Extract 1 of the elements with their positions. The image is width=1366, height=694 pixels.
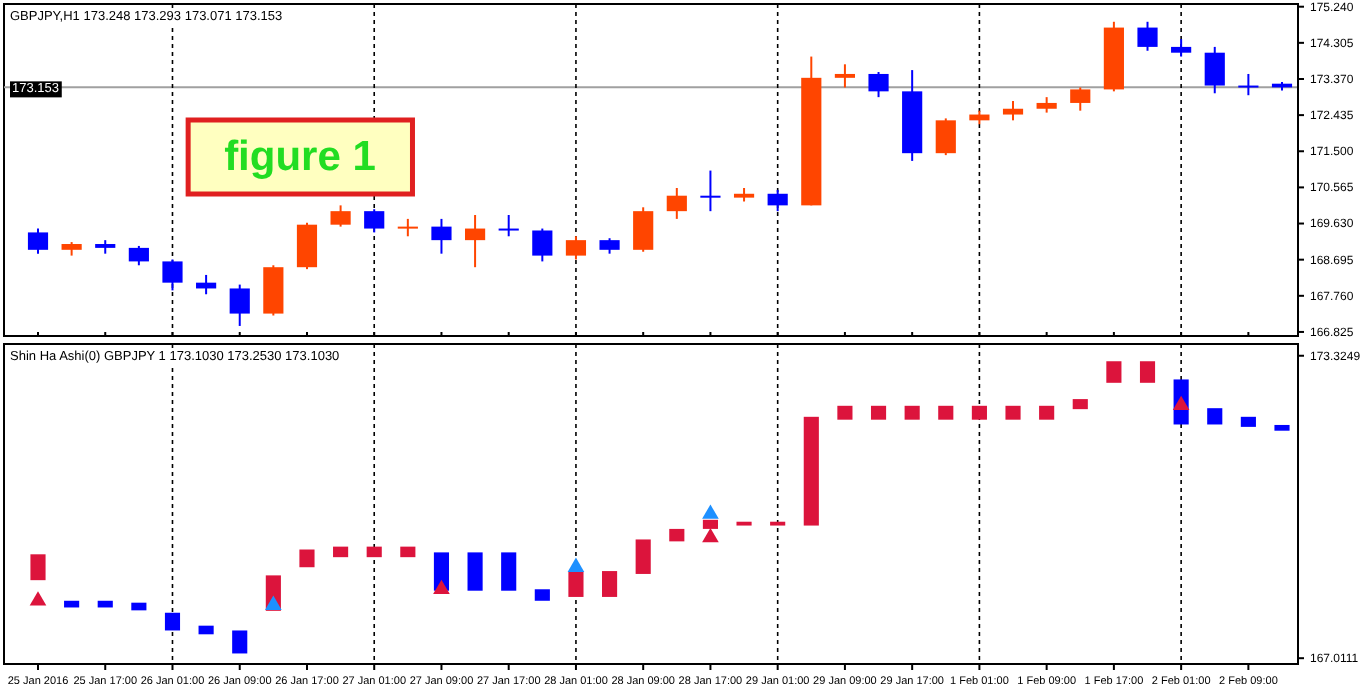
annotation: figure 1 (224, 134, 377, 180)
